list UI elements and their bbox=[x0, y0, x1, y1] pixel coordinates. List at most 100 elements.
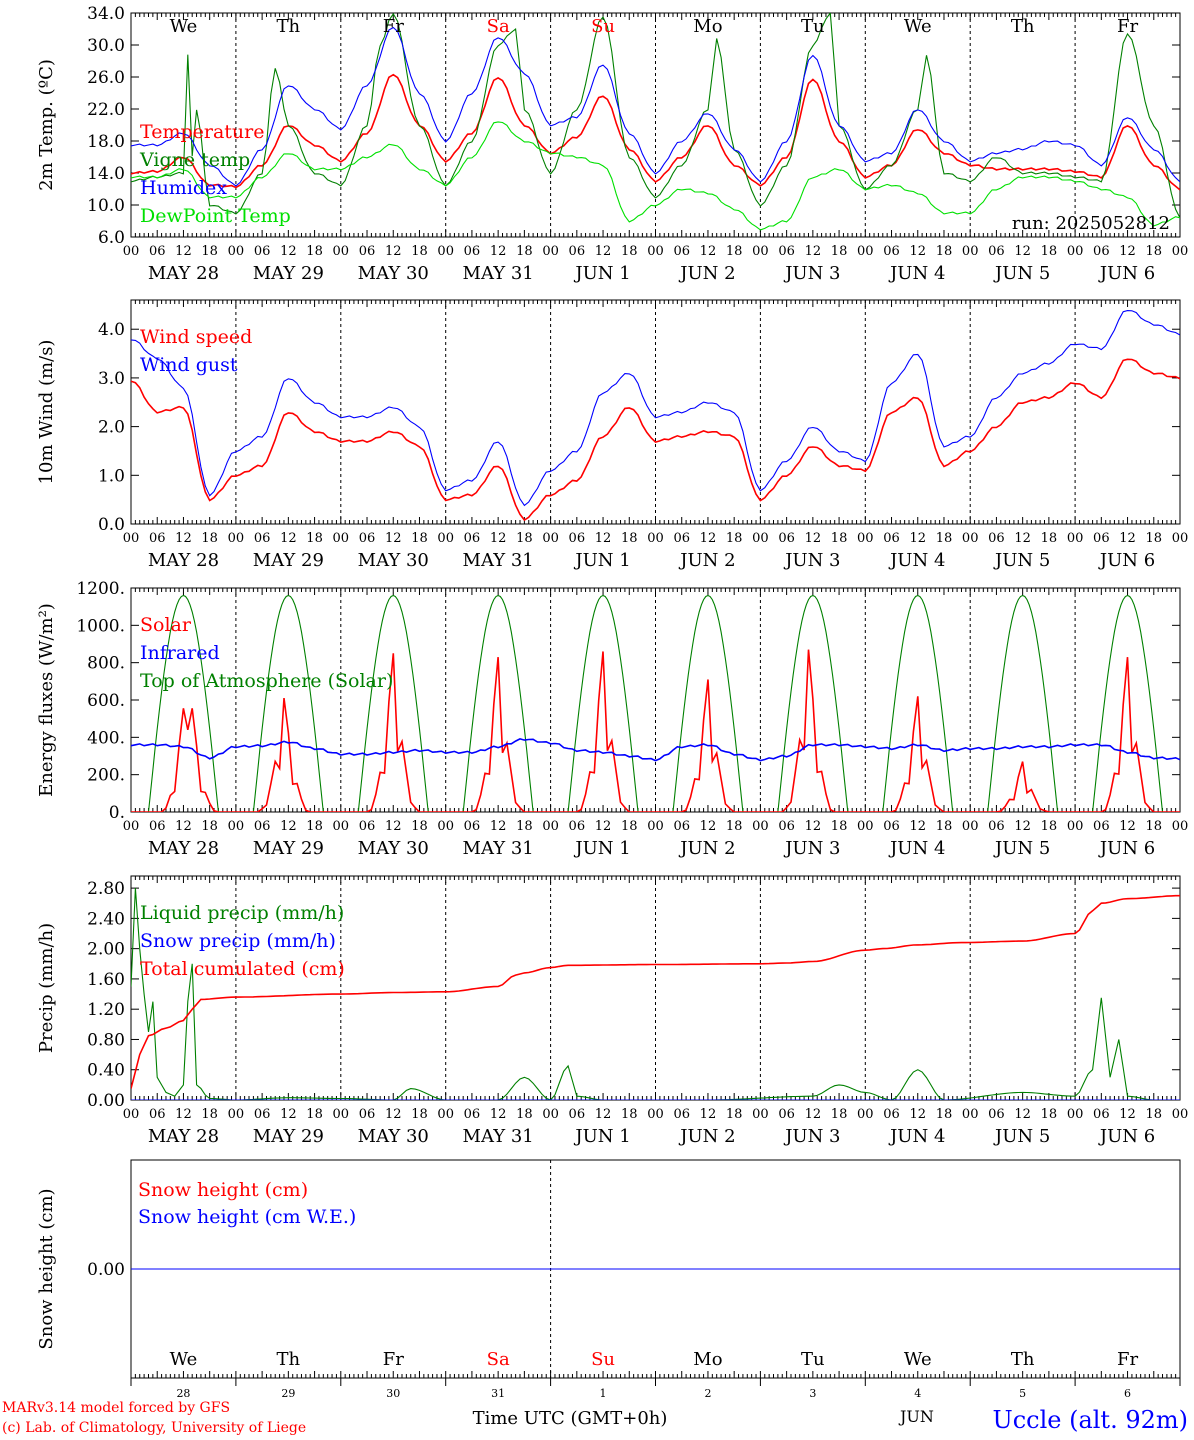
hour-tick-label: 18 bbox=[201, 819, 218, 834]
hour-tick-label: 18 bbox=[411, 1107, 428, 1122]
date-label: JUN 5 bbox=[993, 838, 1050, 859]
hour-tick-label: 06 bbox=[464, 819, 481, 834]
day-number-label: 6 bbox=[1124, 1387, 1131, 1400]
hour-tick-label: 00 bbox=[228, 244, 245, 259]
hour-tick-label: 00 bbox=[752, 244, 769, 259]
y-tick-label: 30.0 bbox=[87, 36, 125, 56]
hour-tick-label: 06 bbox=[149, 244, 166, 259]
date-label: JUN 2 bbox=[678, 1126, 735, 1147]
hour-tick-label: 06 bbox=[359, 1107, 376, 1122]
legend-entry: Solar bbox=[140, 614, 192, 636]
y-tick-label: 2.0 bbox=[98, 418, 125, 438]
hour-tick-label: 18 bbox=[831, 1107, 848, 1122]
legend-entry: Total cumulated (cm) bbox=[140, 958, 345, 980]
hour-tick-label: 18 bbox=[1041, 531, 1058, 546]
legend-entry: Liquid precip (mm/h) bbox=[140, 902, 344, 924]
date-label: MAY 30 bbox=[358, 838, 429, 859]
weekday-label: Fr bbox=[383, 1349, 404, 1370]
day-number-label: 1 bbox=[600, 1387, 607, 1400]
hour-tick-label: 00 bbox=[962, 244, 979, 259]
hour-tick-label: 06 bbox=[988, 819, 1005, 834]
hour-tick-label: 12 bbox=[595, 819, 612, 834]
hour-tick-label: 00 bbox=[1172, 819, 1189, 834]
date-label: JUN 5 bbox=[993, 550, 1050, 571]
hour-tick-label: 00 bbox=[857, 819, 874, 834]
hour-tick-label: 00 bbox=[228, 1107, 245, 1122]
hour-tick-label: 06 bbox=[673, 819, 690, 834]
hour-tick-label: 18 bbox=[201, 244, 218, 259]
x-axis-label: Time UTC (GMT+0h) bbox=[473, 1408, 668, 1429]
weekday-label: Tu bbox=[801, 16, 825, 37]
hour-tick-label: 06 bbox=[1093, 531, 1110, 546]
hour-tick-label: 00 bbox=[647, 1107, 664, 1122]
hour-tick-label: 06 bbox=[254, 531, 271, 546]
panel-5: 0.00 Snow height (cm) Snow height (cm) Snow… bbox=[36, 1159, 1181, 1400]
hour-tick-label: 18 bbox=[936, 244, 953, 259]
y-tick-label: 3.0 bbox=[98, 369, 125, 389]
date-label: MAY 29 bbox=[253, 838, 324, 859]
date-label: JUN 4 bbox=[888, 263, 945, 284]
legend-entry: Wind speed bbox=[140, 326, 252, 348]
y-tick-label: 2.40 bbox=[87, 909, 125, 929]
hour-tick-label: 06 bbox=[778, 531, 795, 546]
hour-tick-label: 06 bbox=[464, 531, 481, 546]
hour-tick-label: 00 bbox=[752, 1107, 769, 1122]
hour-tick-label: 12 bbox=[805, 1107, 822, 1122]
date-label: MAY 28 bbox=[148, 550, 219, 571]
panel-3: 0. 200. 400. 600. 800. 1000. 1200. Energy fluxe… bbox=[36, 579, 1188, 859]
hour-tick-label: 00 bbox=[333, 531, 350, 546]
weekday-label: Su bbox=[591, 1349, 615, 1370]
hour-tick-label: 18 bbox=[516, 531, 533, 546]
hour-tick-label: 00 bbox=[1067, 1107, 1084, 1122]
hour-tick-label: 12 bbox=[1119, 531, 1136, 546]
hour-tick-label: 00 bbox=[333, 819, 350, 834]
panel-1: 6.0 10.0 14.0 18.0 22.0 26.0 30.0 34.0 2m Temp. … bbox=[36, 4, 1188, 284]
hour-tick-label: 00 bbox=[123, 531, 140, 546]
hour-tick-label: 18 bbox=[201, 531, 218, 546]
date-label: JUN 1 bbox=[573, 550, 630, 571]
hour-tick-label: 12 bbox=[1014, 244, 1031, 259]
run-label: run: 2025052812 bbox=[1012, 213, 1170, 234]
y-tick-label: 10.0 bbox=[87, 196, 125, 216]
y-tick-label: 1.0 bbox=[98, 466, 125, 486]
hour-tick-label: 18 bbox=[1146, 244, 1163, 259]
hour-tick-label: 00 bbox=[437, 1107, 454, 1122]
y-axis-label: 2m Temp. (ºC) bbox=[36, 59, 57, 191]
weekday-label: Th bbox=[277, 16, 301, 37]
hour-tick-label: 00 bbox=[857, 244, 874, 259]
hour-tick-label: 12 bbox=[700, 1107, 717, 1122]
weekday-label: Sa bbox=[487, 1349, 510, 1370]
hour-tick-label: 18 bbox=[1146, 1107, 1163, 1122]
hour-tick-label: 00 bbox=[962, 1107, 979, 1122]
day-number-label: 30 bbox=[386, 1387, 400, 1400]
hour-tick-label: 00 bbox=[123, 1107, 140, 1122]
hour-tick-label: 12 bbox=[175, 1107, 192, 1122]
y-tick-label: 1.20 bbox=[87, 1000, 125, 1020]
weekday-label: Th bbox=[1011, 16, 1035, 37]
hour-tick-label: 12 bbox=[1119, 819, 1136, 834]
date-label: JUN 6 bbox=[1098, 1126, 1155, 1147]
hour-tick-label: 12 bbox=[385, 819, 402, 834]
credit-line-1: MARv3.14 model forced by GFS bbox=[2, 1400, 230, 1416]
weekday-label: Th bbox=[1011, 1349, 1035, 1370]
date-label: JUN 5 bbox=[993, 263, 1050, 284]
date-label: MAY 30 bbox=[358, 263, 429, 284]
date-label: MAY 30 bbox=[358, 550, 429, 571]
date-label: JUN 1 bbox=[573, 263, 630, 284]
y-tick-label: 0.00 bbox=[87, 1091, 125, 1111]
hour-tick-label: 00 bbox=[962, 531, 979, 546]
hour-tick-label: 00 bbox=[542, 1107, 559, 1122]
hour-tick-label: 12 bbox=[1014, 819, 1031, 834]
y-tick-label: 18.0 bbox=[87, 132, 125, 152]
date-label: JUN 6 bbox=[1098, 263, 1155, 284]
hour-tick-label: 12 bbox=[700, 531, 717, 546]
hour-tick-label: 06 bbox=[464, 244, 481, 259]
hour-tick-label: 12 bbox=[909, 244, 926, 259]
hour-tick-label: 12 bbox=[1014, 531, 1031, 546]
date-label: MAY 29 bbox=[253, 550, 324, 571]
hour-tick-label: 12 bbox=[280, 244, 297, 259]
hour-tick-label: 12 bbox=[385, 531, 402, 546]
hour-tick-label: 06 bbox=[149, 531, 166, 546]
hour-tick-label: 06 bbox=[359, 244, 376, 259]
